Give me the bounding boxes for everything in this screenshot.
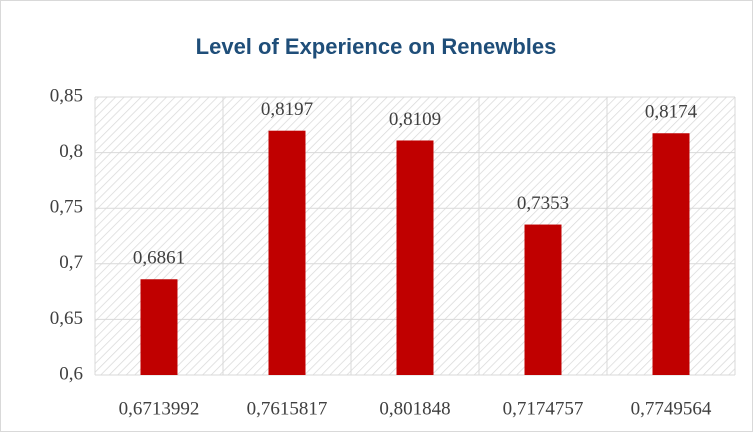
bar	[268, 130, 306, 375]
value-label: 0,8109	[389, 109, 441, 130]
y-tick-label: 0,6	[59, 363, 83, 384]
bar	[524, 224, 562, 375]
y-tick-label: 0,85	[50, 85, 83, 106]
y-tick-label: 0,75	[50, 197, 83, 218]
value-label: 0,8174	[645, 102, 698, 123]
y-tick-label: 0,7	[59, 252, 83, 273]
chart-title: Level of Experience on Renewbles	[196, 34, 557, 59]
y-tick-label: 0,8	[59, 141, 83, 162]
bar	[140, 279, 178, 375]
x-tick-label: 0,801848	[379, 398, 450, 419]
value-label: 0,6861	[133, 248, 185, 269]
x-tick-label: 0,7749564	[631, 398, 712, 419]
value-label: 0,8197	[261, 99, 313, 120]
x-tick-label: 0,7174757	[503, 398, 584, 419]
bar	[652, 133, 690, 375]
bar	[396, 140, 434, 375]
value-label: 0,7353	[517, 193, 569, 214]
x-tick-label: 0,6713992	[119, 398, 200, 419]
y-tick-label: 0,65	[50, 308, 83, 329]
x-tick-label: 0,7615817	[247, 398, 328, 419]
